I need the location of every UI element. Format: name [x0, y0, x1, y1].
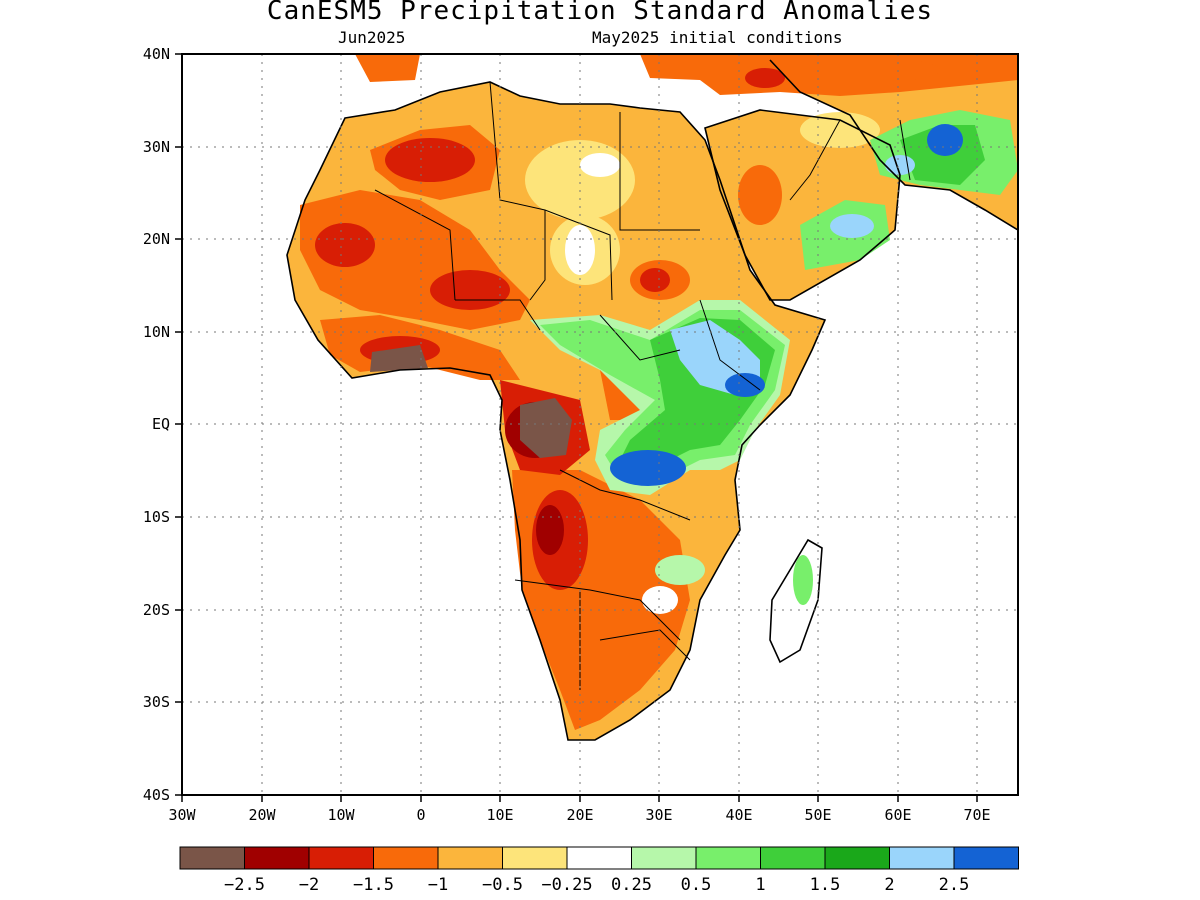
darkred-anomaly-angola — [536, 505, 564, 555]
colorbar-swatch — [566, 846, 632, 870]
colorbar-label: −0.25 — [541, 875, 592, 895]
colorbar-swatch — [953, 846, 1019, 870]
latitude-labels: 40N 30N 20N 10N EQ 10S 20S 30S 40S — [143, 45, 170, 804]
lon-label: 0 — [416, 806, 425, 824]
lat-label: 40N — [143, 45, 170, 63]
green-anomaly-madagascar — [793, 555, 813, 605]
colorbar-swatch — [244, 846, 310, 870]
colorbar-label: 2.5 — [939, 875, 970, 895]
colorbar-swatch — [179, 846, 245, 870]
lat-label: 20N — [143, 230, 170, 248]
neutral-patch — [580, 153, 620, 177]
colorbar-label: −2 — [299, 875, 319, 895]
lat-label: 30N — [143, 138, 170, 156]
lat-label: 10N — [143, 323, 170, 341]
colorbar-label: 0.25 — [611, 875, 652, 895]
lon-label: 10E — [486, 806, 513, 824]
colorbar-swatch — [760, 846, 826, 870]
lightgreen-anomaly-mozambique — [655, 555, 705, 585]
lat-label: 10S — [143, 508, 170, 526]
red-anomaly-mauritania — [315, 223, 375, 267]
lightblue-anomaly-oman — [830, 214, 874, 238]
colorbar-swatch — [824, 846, 890, 870]
forecast-month: Jun2025 — [338, 28, 406, 47]
lon-label: 30E — [645, 806, 672, 824]
red-anomaly-sahara — [385, 138, 475, 182]
colorbar-label: 1.5 — [810, 875, 841, 895]
colorbar-swatch — [308, 846, 374, 870]
lon-label: 20E — [566, 806, 593, 824]
lat-label: EQ — [152, 415, 170, 433]
initial-conditions: May2025 initial conditions — [592, 28, 843, 47]
blue-anomaly-lake-tanganyika — [610, 450, 686, 486]
blue-anomaly-afghanistan — [927, 124, 963, 156]
map-title: CanESM5 Precipitation Standard Anomalies — [266, 0, 934, 26]
coastlines — [286, 59, 1018, 741]
colorbar-swatch — [437, 846, 503, 870]
brown-anomaly-congo-basin — [520, 398, 572, 458]
colorbar-swatch — [631, 846, 697, 870]
light-yellow-patch — [800, 112, 880, 148]
orange-anomaly-turkey — [760, 56, 940, 84]
colorbar — [179, 846, 1019, 870]
colorbar-label: −1 — [428, 875, 448, 895]
lat-label: 30S — [143, 693, 170, 711]
lat-label: 20S — [143, 601, 170, 619]
lightblue-anomaly-iran — [885, 155, 915, 175]
blue-anomaly-ethiopia — [725, 373, 765, 397]
colorbar-label: −1.5 — [353, 875, 394, 895]
colorbar-label: −0.5 — [482, 875, 523, 895]
lon-label: 30W — [168, 806, 196, 824]
colorbar-label: 1 — [755, 875, 765, 895]
neutral-patch-zimbabwe — [642, 586, 678, 614]
lon-label: 50E — [804, 806, 831, 824]
neutral-patch — [565, 225, 595, 275]
lon-label: 60E — [884, 806, 911, 824]
colorbar-swatch — [502, 846, 568, 870]
colorbar-label: 0.5 — [681, 875, 712, 895]
colorbar-swatch — [695, 846, 761, 870]
lat-label: 40S — [143, 786, 170, 804]
colorbar-swatch — [889, 846, 955, 870]
red-anomaly-syria — [745, 68, 785, 88]
orange-anomaly-arabia — [738, 165, 782, 225]
red-anomaly-sudan — [640, 268, 670, 292]
graticule — [182, 54, 1018, 795]
lon-label: 10W — [327, 806, 355, 824]
lon-label: 70E — [963, 806, 990, 824]
red-anomaly-niger — [430, 270, 510, 310]
colorbar-label: 2 — [884, 875, 894, 895]
longitude-labels: 30W 20W 10W 0 10E 20E 30E 40E 50E 60E 70… — [168, 806, 990, 824]
lon-label: 20W — [248, 806, 276, 824]
colorbar-label: −2.5 — [224, 875, 265, 895]
brown-anomaly-gulf-of-guinea — [370, 345, 428, 372]
colorbar-labels: −2.5 −2 −1.5 −1 −0.5 −0.25 0.25 0.5 1 1.5 2 2.5 — [224, 875, 969, 895]
lon-label: 40E — [725, 806, 752, 824]
axis-ticks — [175, 53, 978, 802]
colorbar-swatch — [373, 846, 439, 870]
